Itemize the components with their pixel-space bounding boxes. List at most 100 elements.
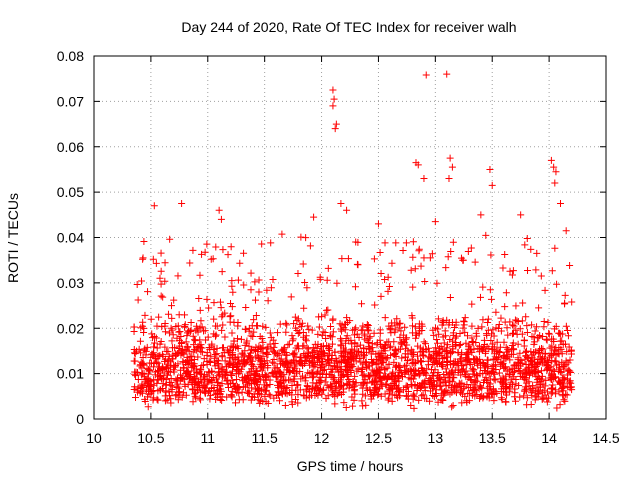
- data-point: [376, 329, 384, 337]
- data-point: [134, 368, 142, 376]
- data-point: [479, 369, 487, 377]
- data-point: [228, 277, 236, 285]
- data-point: [162, 376, 170, 384]
- data-point: [521, 355, 529, 363]
- data-point: [217, 387, 225, 395]
- data-point: [346, 378, 354, 386]
- data-point: [511, 316, 519, 324]
- data-point: [517, 356, 525, 364]
- data-point: [547, 370, 555, 378]
- data-point: [482, 231, 490, 239]
- data-point: [475, 348, 483, 356]
- data-point: [271, 339, 279, 347]
- data-point: [491, 376, 499, 384]
- data-point: [229, 363, 237, 371]
- data-point: [460, 317, 468, 325]
- data-point: [233, 375, 241, 383]
- data-point: [208, 340, 216, 348]
- x-tick-label: 13.5: [479, 430, 506, 446]
- data-point: [533, 249, 541, 257]
- data-point: [183, 361, 191, 369]
- data-point: [242, 325, 250, 333]
- data-point: [338, 327, 346, 335]
- data-point: [417, 262, 425, 270]
- data-point: [221, 309, 229, 317]
- x-tick-label: 11.5: [252, 430, 278, 446]
- data-point: [484, 315, 492, 323]
- data-point: [221, 357, 229, 365]
- data-point: [297, 375, 305, 383]
- data-point: [556, 337, 564, 345]
- data-point: [299, 342, 307, 350]
- data-point: [190, 390, 198, 398]
- data-point: [142, 386, 150, 394]
- data-point: [264, 297, 272, 305]
- data-point: [167, 395, 175, 403]
- data-point: [162, 364, 170, 372]
- data-point: [337, 349, 345, 357]
- data-point: [240, 249, 248, 257]
- data-point: [266, 340, 274, 348]
- data-point: [358, 397, 366, 405]
- data-point: [210, 299, 218, 307]
- data-point: [351, 339, 359, 347]
- data-point: [426, 381, 434, 389]
- data-point: [372, 350, 380, 358]
- data-point: [370, 329, 378, 337]
- data-point: [372, 384, 380, 392]
- x-tick-label: 11: [201, 430, 216, 446]
- data-point: [494, 324, 502, 332]
- data-point: [343, 353, 351, 361]
- data-point: [552, 346, 560, 354]
- data-point: [531, 364, 539, 372]
- data-point: [140, 324, 148, 332]
- data-point: [560, 396, 568, 404]
- data-point: [252, 312, 260, 320]
- data-point: [513, 330, 521, 338]
- data-point: [446, 154, 454, 162]
- data-point: [422, 371, 430, 379]
- data-point: [137, 277, 145, 285]
- data-point: [283, 351, 291, 359]
- data-point: [259, 352, 267, 360]
- data-point: [396, 364, 404, 372]
- data-point: [165, 329, 173, 337]
- data-point: [365, 334, 373, 342]
- data-point: [376, 248, 384, 256]
- data-point: [407, 380, 415, 388]
- data-point: [357, 326, 365, 334]
- data-point: [404, 347, 412, 355]
- data-point: [168, 302, 176, 310]
- data-point: [268, 369, 276, 377]
- data-point: [209, 255, 217, 263]
- data-point: [433, 350, 441, 358]
- data-point: [384, 273, 392, 281]
- data-point: [297, 323, 305, 331]
- data-point: [381, 353, 389, 361]
- data-point: [490, 343, 498, 351]
- data-point: [472, 339, 480, 347]
- data-point: [150, 202, 158, 210]
- data-point: [174, 396, 182, 404]
- y-tick-label: 0.05: [57, 184, 84, 200]
- data-point: [332, 379, 340, 387]
- data-point: [243, 337, 251, 345]
- data-point: [195, 342, 203, 350]
- data-point: [210, 383, 218, 391]
- data-point: [441, 332, 449, 340]
- data-point: [520, 375, 528, 383]
- data-point: [534, 356, 542, 364]
- data-point: [197, 396, 205, 404]
- data-point: [151, 339, 159, 347]
- data-point: [243, 389, 251, 397]
- data-point: [205, 304, 213, 312]
- data-point: [251, 347, 259, 355]
- data-point: [202, 384, 210, 392]
- data-point: [391, 319, 399, 327]
- data-point: [395, 345, 403, 353]
- data-point: [238, 374, 246, 382]
- data-point: [438, 321, 446, 329]
- data-point: [408, 312, 416, 320]
- data-point: [440, 339, 448, 347]
- data-point: [318, 355, 326, 363]
